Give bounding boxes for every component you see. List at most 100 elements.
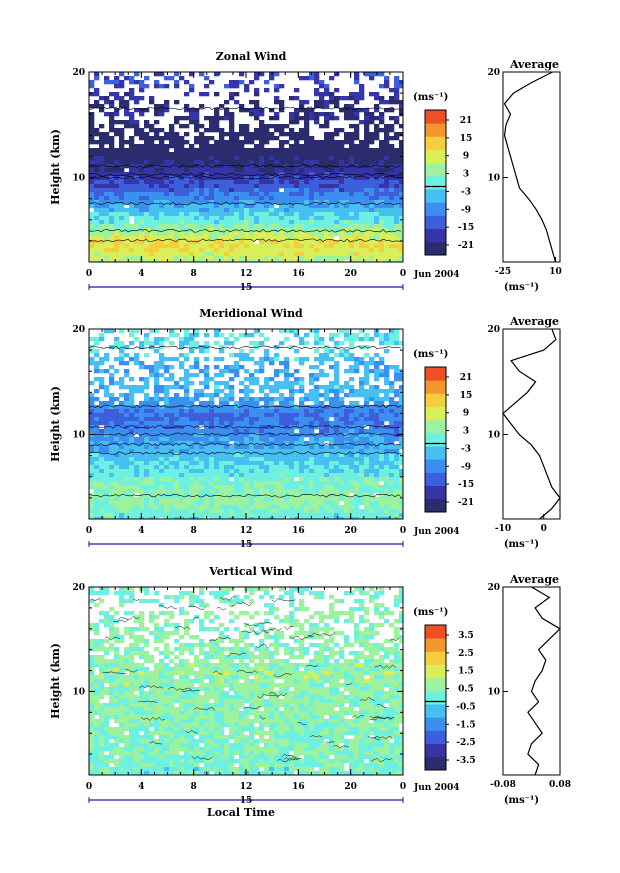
heatmap-cell [119, 413, 125, 418]
heatmap-cell [104, 509, 110, 514]
heatmap-cell [114, 80, 120, 85]
heatmap-cell [384, 433, 390, 438]
heatmap-cell [214, 160, 220, 165]
heatmap-cell [339, 168, 345, 173]
heatmap-cell [209, 120, 215, 125]
heatmap-cell [264, 517, 270, 519]
heatmap-cell [379, 417, 385, 422]
heatmap-cell [109, 172, 115, 177]
heatmap-cell [109, 124, 115, 129]
heatmap-cell [334, 457, 340, 462]
heatmap-cell [104, 401, 110, 406]
heatmap-cell [209, 188, 215, 193]
heatmap-cell [209, 176, 215, 181]
heatmap-cell [269, 212, 275, 217]
heatmap-cell [284, 413, 290, 418]
heatmap-cell [209, 481, 215, 486]
heatmap-cell [294, 465, 300, 470]
heatmap-cell [159, 397, 165, 402]
heatmap-cell [89, 232, 95, 237]
heatmap-cell [149, 96, 155, 101]
heatmap-cell [94, 128, 100, 133]
heatmap-cell [264, 469, 270, 474]
heatmap-cell [299, 104, 305, 109]
heatmap-cell [304, 188, 310, 193]
heatmap-cell [89, 212, 95, 217]
heatmap-cell [129, 120, 135, 125]
heatmap-cell [89, 136, 95, 141]
heatmap-cell [134, 152, 140, 157]
heatmap-cell [109, 373, 115, 378]
heatmap-cell [169, 136, 175, 141]
heatmap-cell [209, 449, 215, 454]
heatmap-cell [184, 389, 190, 394]
heatmap-cell [229, 180, 235, 185]
heatmap-cell [179, 248, 185, 253]
heatmap-cell [394, 220, 400, 225]
heatmap-cell [314, 337, 320, 342]
heatmap-cell [279, 433, 285, 438]
heatmap-cell [109, 252, 115, 257]
heatmap-cell [234, 477, 240, 482]
heatmap-cell [274, 196, 280, 201]
heatmap-cell [369, 517, 375, 519]
heatmap-cell [234, 208, 240, 213]
heatmap-cell [139, 216, 145, 221]
heatmap-cell [184, 441, 190, 446]
heatmap-cell [159, 385, 165, 390]
heatmap-cell [264, 445, 270, 450]
heatmap-cell [394, 421, 400, 426]
heatmap-cell [304, 232, 310, 237]
heatmap-cell [164, 445, 170, 450]
heatmap-cell [189, 429, 195, 434]
heatmap-cell [344, 116, 350, 121]
heatmap-cell [114, 345, 120, 350]
heatmap-cell [329, 232, 335, 237]
heatmap-cell [154, 513, 160, 518]
heatmap-cell [379, 389, 385, 394]
heatmap-cell [174, 409, 180, 414]
heatmap-cell [184, 501, 190, 506]
heatmap-cell [169, 425, 175, 430]
heatmap-cell [114, 84, 120, 89]
heatmap-cell [229, 409, 235, 414]
heatmap-cell [349, 509, 355, 514]
heatmap-cell [169, 220, 175, 225]
heatmap-cell [354, 465, 360, 470]
heatmap-cell [229, 136, 235, 141]
heatmap-cell [354, 124, 360, 129]
heatmap-cell [269, 244, 275, 249]
heatmap-cell [334, 445, 340, 450]
heatmap-cell [339, 421, 345, 426]
heatmap-cell [249, 156, 255, 161]
heatmap-cell [394, 477, 400, 482]
heatmap-cell [374, 232, 380, 237]
heatmap-cell [339, 208, 345, 213]
heatmap-cell [284, 260, 290, 262]
heatmap-cell [164, 152, 170, 157]
heatmap-cell [399, 140, 403, 145]
heatmap-cell [399, 441, 403, 446]
heatmap-cell [194, 449, 200, 454]
heatmap-cell [339, 477, 345, 482]
heatmap-cell [319, 385, 325, 390]
heatmap-cell [379, 413, 385, 418]
heatmap-cell [179, 465, 185, 470]
heatmap-cell [394, 192, 400, 197]
heatmap-cell [259, 212, 265, 217]
heatmap-cell [309, 236, 315, 241]
heatmap-cell [189, 493, 195, 498]
heatmap-cell [339, 429, 345, 434]
heatmap-cell [214, 92, 220, 97]
heatmap-cell [99, 108, 105, 113]
heatmap-cell [379, 192, 385, 197]
heatmap-cell [399, 108, 403, 113]
heatmap-cell [174, 208, 180, 213]
heatmap-cell [399, 429, 403, 434]
heatmap-cell [284, 409, 290, 414]
heatmap-cell [179, 184, 185, 189]
heatmap-cell [119, 361, 125, 366]
heatmap-cell [134, 124, 140, 129]
heatmap-cell [249, 505, 255, 510]
heatmap-cell [389, 517, 395, 519]
